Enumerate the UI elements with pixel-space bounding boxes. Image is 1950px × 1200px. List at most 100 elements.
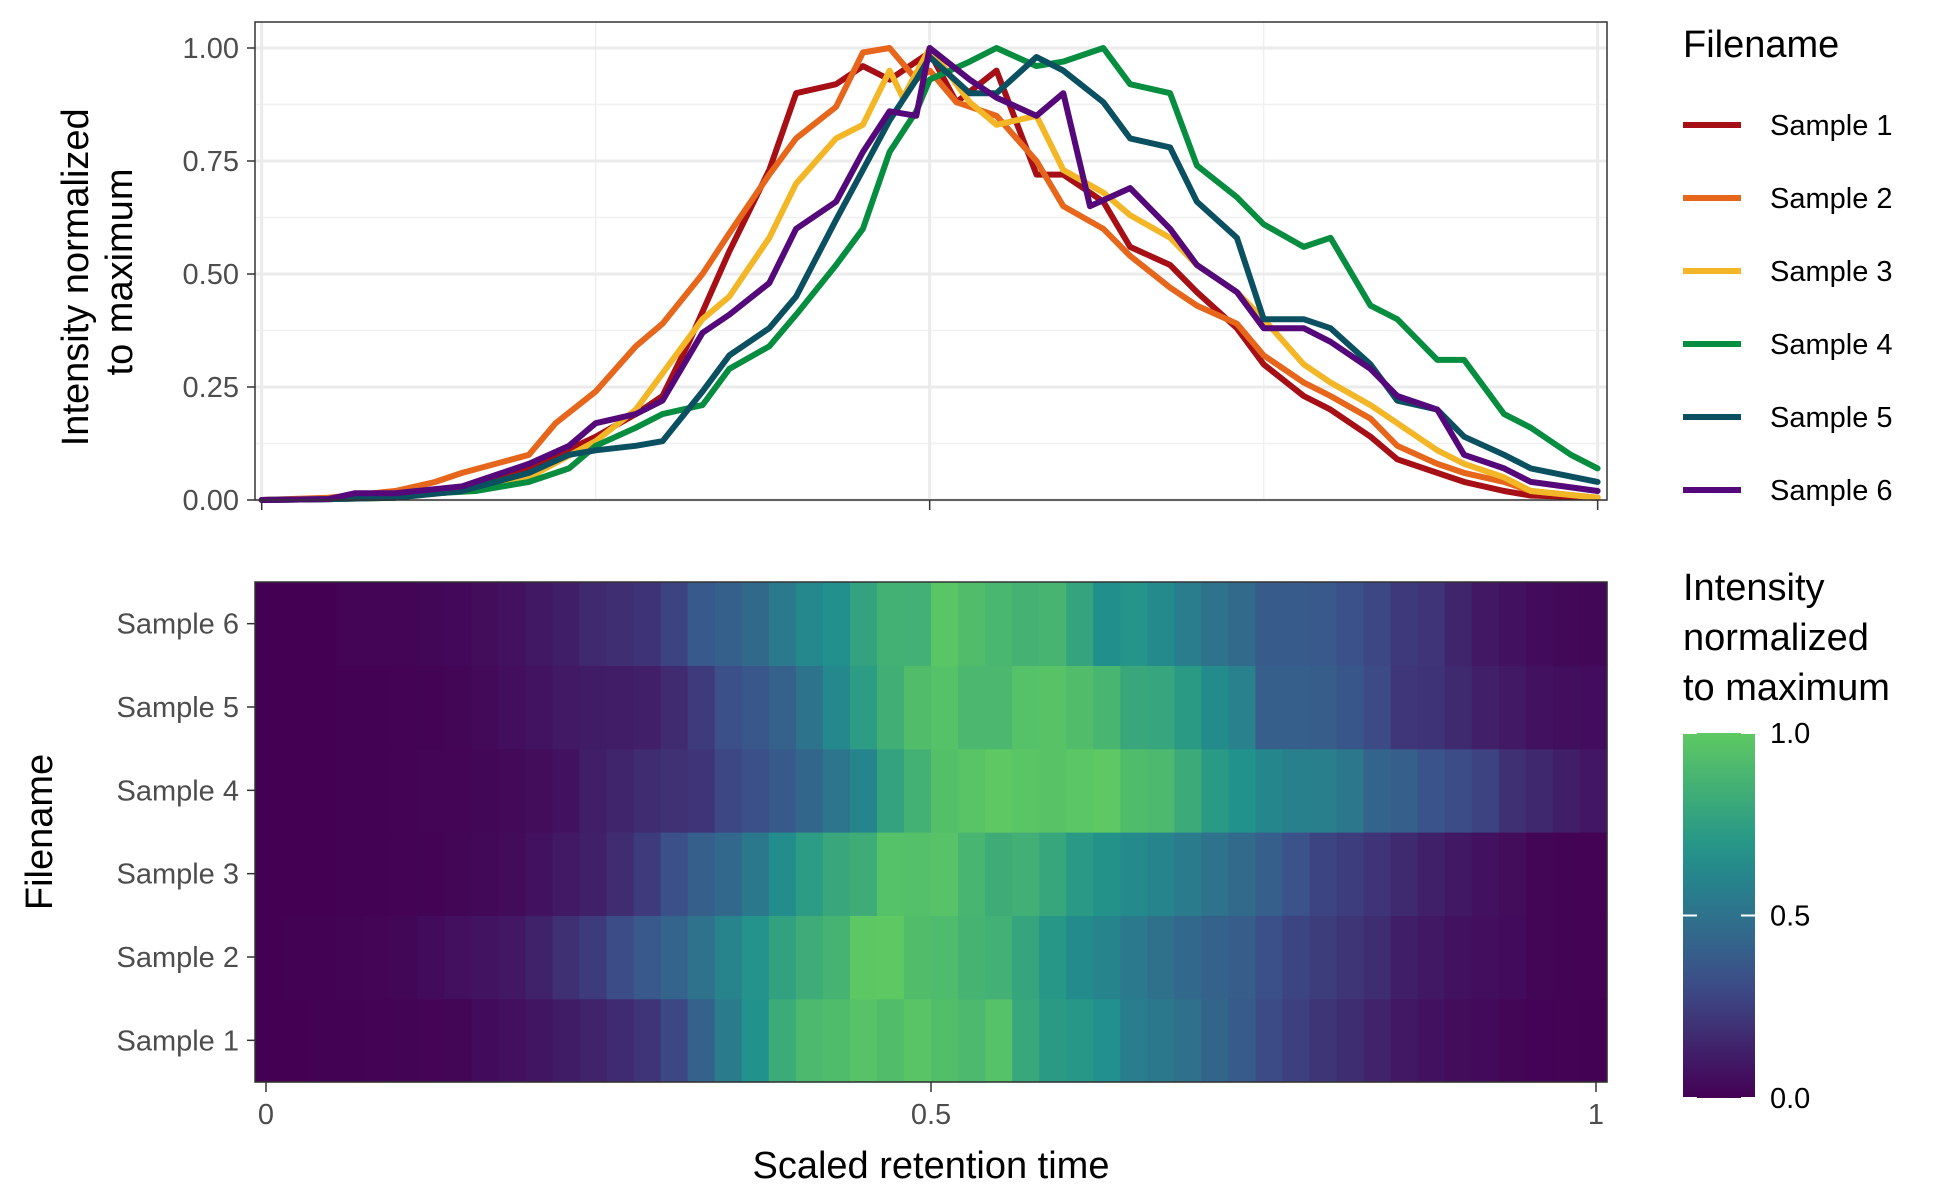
heatmap-cell [255,832,283,916]
heatmap-cell [1039,748,1067,833]
heatmap-cell [552,582,581,666]
heatmap-cell [768,665,797,750]
heatmap-cell [1363,748,1392,833]
heatmap-cell [687,998,716,1083]
heatmap-cell [1039,582,1067,666]
heatmap-cell [444,832,472,916]
heatmap-cell [768,915,797,1000]
heatmap-cell [1363,998,1392,1083]
heatmap-cell [1498,582,1527,666]
heatmap-cell [1471,582,1500,666]
heatmap-cell [1552,748,1581,833]
heatmap-cell [255,665,283,750]
heatmap-cell [498,998,526,1083]
heatmap-cell [1309,998,1338,1083]
heatmap-cell [606,915,635,1000]
heatmap-cell [1093,748,1121,833]
heatmap-cell [579,582,608,666]
heatmap-cell [336,832,364,916]
heatmap-cell [1039,832,1067,916]
heatmap-y-tick-label: Sample 1 [116,1025,239,1057]
heatmap-cell [633,832,662,916]
heatmap-cell [552,832,581,916]
heatmap-cell [1120,832,1148,916]
heatmap-cell [714,748,743,833]
heatmap-cell [498,665,526,750]
heatmap-cell [1228,582,1257,666]
heatmap-cell [255,998,283,1083]
heatmap-cell [1417,832,1446,916]
heatmap-cell [579,748,608,833]
heatmap-cell [1309,915,1338,1000]
heatmap-cell [849,582,878,666]
heatmap-cell [958,998,986,1083]
heatmap-cell [417,915,445,1000]
heatmap-cell [1147,665,1175,750]
series-line-sample-4 [258,45,1601,503]
heatmap-cell [1498,665,1527,750]
heatmap-cell [1282,582,1311,666]
y-tick-label: 0.25 [183,372,239,404]
heatmap-cell [1066,915,1094,1000]
heatmap-cell [1579,998,1608,1083]
heatmap-cell [1066,582,1094,666]
heatmap-cell [931,582,959,666]
heatmap-cell [471,748,499,833]
heatmap-cell [1174,915,1202,1000]
heatmap-cell [1147,915,1175,1000]
heatmap-y-axis: Sample 1 Sample 2 Sample 3 Sample 4 Sample 5… [116,609,255,1057]
legend-label-sample-4: Sample 4 [1770,329,1893,361]
heatmap-cell [471,582,499,666]
heatmap-y-axis-title: Filename [19,754,61,910]
heatmap-cell [1228,832,1257,916]
heatmap-cell [822,665,851,750]
heatmap-cell [1120,582,1148,666]
heatmap-cell [444,915,472,1000]
heatmap-cell [903,582,932,666]
heatmap-cell [795,915,824,1000]
colorbar-title: Intensity normalized to maximum [1683,567,1890,709]
heatmap-cell [1201,665,1230,750]
heatmap-cell [1444,748,1473,833]
y-tick-label: 0.00 [183,485,239,517]
heatmap-cell [822,998,851,1083]
heatmap-cell [390,915,418,1000]
heatmap-cell [660,998,689,1083]
heatmap-y-tick-label: Sample 2 [116,942,239,974]
heatmap-cell [1390,748,1419,833]
heatmap-cell [1336,582,1365,666]
heatmap-cell [1390,582,1419,666]
heatmap-cell [1336,998,1365,1083]
heatmap-cell [876,748,905,833]
heatmap-cell [1390,915,1419,1000]
colorbar-tick-label: 1.0 [1770,718,1810,750]
colorbar-title-line-3: to maximum [1683,667,1890,709]
heatmap-cell [282,665,310,750]
heatmap-cell [795,748,824,833]
heatmap-cell [1012,582,1040,666]
heatmap-cell [633,582,662,666]
heatmap-cell [1444,998,1473,1083]
heatmap-cell [1066,832,1094,916]
heatmap-cell [714,915,743,1000]
heatmap-x-axis: 0 0.5 1 [258,1082,1604,1131]
heatmap-cell [1498,915,1527,1000]
heatmap-cell [1471,665,1500,750]
line-x-axis [260,500,1599,510]
line-chart-panel: 0.00 0.25 0.50 0.75 1.00 Intensity normalize… [55,21,1608,517]
heatmap-cell [1012,915,1040,1000]
heatmap-cell [687,915,716,1000]
heatmap-cell [525,832,554,916]
heatmap-cell [1336,748,1365,833]
heatmap-y-tick-label: Sample 6 [116,609,239,641]
heatmap-cell [1579,665,1608,750]
heatmap-cell [309,582,337,666]
heatmap-cell [1147,582,1175,666]
heatmap-cell [822,915,851,1000]
heatmap-cell [336,915,364,1000]
heatmap-cell [1444,915,1473,1000]
legend-label-sample-2: Sample 2 [1770,183,1893,215]
heatmap-cell [1525,748,1554,833]
